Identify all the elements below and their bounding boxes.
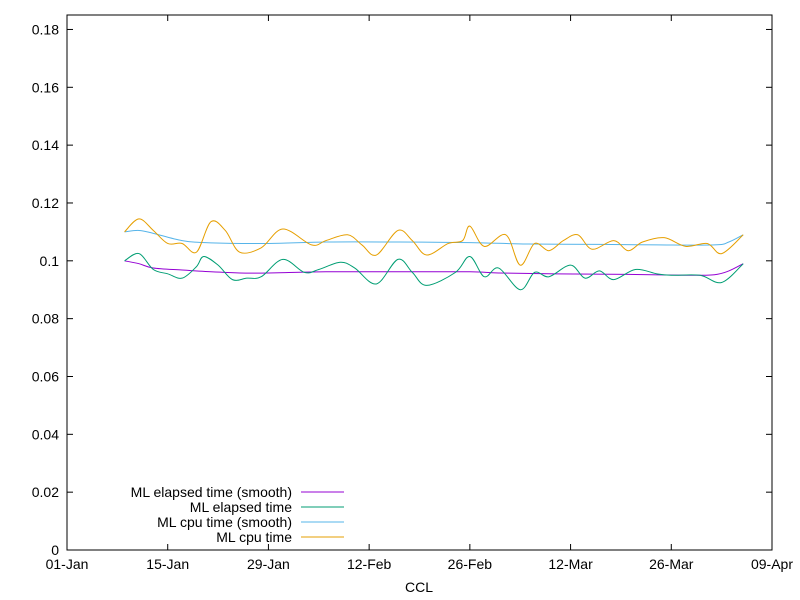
legend-entry-label: ML cpu time (smooth) [157, 514, 292, 530]
y-tick-label: 0.14 [32, 137, 59, 153]
x-tick-label: 26-Mar [649, 556, 694, 572]
x-tick-label: 12-Feb [347, 556, 392, 572]
legend-entry-label: ML elapsed time (smooth) [131, 484, 292, 500]
x-tick-label: 12-Mar [548, 556, 593, 572]
y-tick-label: 0.1 [40, 253, 60, 269]
series-line-4 [124, 218, 744, 266]
legend: ML elapsed time (smooth)ML elapsed timeM… [131, 484, 344, 545]
x-axis-ticks: 01-Jan 15-Jan 29-Jan 12-Feb 26-Feb 12-Mar 26-M… [46, 15, 793, 572]
x-tick-label: 29-Jan [247, 556, 290, 572]
y-tick-label: 0.02 [32, 484, 59, 500]
x-tick-label: 01-Jan [46, 556, 89, 572]
series-line-1 [124, 260, 744, 276]
x-tick-label: 26-Feb [448, 556, 493, 572]
legend-entry-label: ML cpu time [216, 529, 292, 545]
y-tick-label: 0.12 [32, 195, 59, 211]
y-axis-ticks: 0 0.02 0.04 0.06 0.08 0.1 0.12 0.14 0.16 0.18 [32, 21, 772, 558]
y-tick-label: 0.18 [32, 21, 59, 37]
x-axis-label: CCL [405, 579, 433, 595]
x-tick-label: 15-Jan [146, 556, 189, 572]
series-line-3 [124, 229, 744, 246]
plot-area-frame [66, 14, 773, 551]
y-tick-label: 0.08 [32, 311, 59, 327]
y-tick-label: 0.06 [32, 368, 59, 384]
y-tick-label: 0.16 [32, 79, 59, 95]
legend-entry-label: ML elapsed time [190, 499, 292, 515]
y-tick-label: 0 [51, 542, 59, 558]
series-lines [124, 218, 744, 291]
x-tick-label: 09-Apr [751, 556, 793, 572]
series-line-2 [124, 252, 744, 291]
y-tick-label: 0.04 [32, 426, 59, 442]
